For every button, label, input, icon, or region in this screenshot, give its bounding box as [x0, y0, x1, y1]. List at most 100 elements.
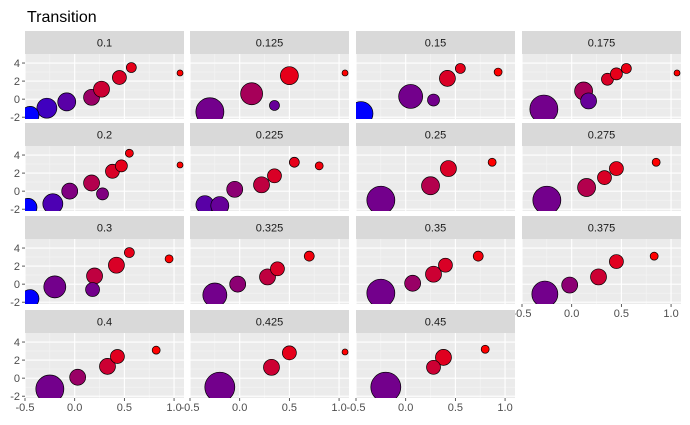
y-tick-label: 0: [14, 279, 20, 291]
facet-panel: 0.1 -2 0 2 4: [10, 31, 184, 124]
data-point: [421, 176, 440, 196]
data-point: [125, 62, 137, 73]
facet-strip-label: 0.275: [588, 130, 616, 142]
data-point: [577, 178, 596, 197]
data-point: [123, 247, 135, 258]
data-point: [649, 251, 659, 261]
data-point: [673, 69, 681, 77]
data-point: [609, 161, 624, 176]
x-tick-label: -0.5: [181, 402, 200, 414]
facet-strip-label: 0.45: [425, 317, 446, 329]
panel-points: [370, 344, 490, 398]
panel-grid: [25, 239, 184, 304]
x-tick-label: 1.0: [331, 402, 346, 414]
data-point: [280, 66, 299, 86]
data-point: [440, 160, 457, 177]
data-point: [124, 148, 134, 158]
facet-strip-label: 0.375: [588, 223, 616, 235]
data-point: [282, 345, 297, 361]
data-point: [366, 185, 396, 211]
x-tick-label: 0.5: [448, 402, 463, 414]
data-point: [609, 254, 624, 269]
panel-points: [204, 345, 349, 398]
y-tick-label: 2: [14, 76, 20, 88]
x-tick-label: -0.5: [347, 402, 366, 414]
data-point: [480, 344, 490, 354]
panel-points: [25, 247, 174, 304]
data-point: [42, 193, 64, 211]
facet-strip-label: 0.2: [97, 130, 112, 142]
facet-strip-label: 0.25: [425, 130, 446, 142]
panel-points: [532, 157, 661, 211]
y-tick-label: -2: [10, 204, 20, 216]
y-tick-label: -2: [10, 112, 20, 124]
data-point: [115, 159, 128, 173]
data-point: [96, 187, 109, 201]
data-point: [472, 250, 484, 262]
data-point: [195, 97, 225, 119]
facet-panel: 0.2 -2 0 2 4: [10, 123, 184, 216]
facet-panel: 0.15: [356, 31, 515, 119]
data-point: [487, 157, 497, 167]
y-tick-label: -2: [10, 391, 20, 403]
panel-points: [195, 156, 324, 211]
x-tick-label: 0.5: [282, 402, 297, 414]
x-tick-label: -0.5: [16, 402, 35, 414]
data-point: [529, 94, 559, 119]
facet-strip-label: 0.225: [256, 130, 284, 142]
facet-strip: [25, 31, 184, 54]
data-point: [204, 371, 236, 398]
panel-points: [25, 148, 184, 211]
panel-points: [366, 250, 484, 304]
panel-background: [356, 54, 515, 119]
facet-panel: 0.175: [522, 31, 681, 119]
panel-points: [529, 63, 681, 119]
facet-strip: [190, 310, 349, 333]
data-point: [61, 182, 79, 200]
facet-panels: 0.1 -2 0 2 4 0.125 0.15 0.175 0.2 -2 0 2 4 0.225 0.25 0…: [10, 31, 681, 414]
panel-points: [202, 250, 315, 304]
y-tick-label: 4: [14, 58, 20, 70]
panel-points: [531, 251, 659, 304]
facet-strip: [25, 216, 184, 239]
facet-strip: [356, 31, 515, 54]
facet-panel: 0.275: [522, 123, 681, 211]
data-point: [590, 268, 607, 286]
y-tick-label: 2: [14, 261, 20, 273]
data-point: [270, 261, 285, 277]
data-point: [263, 358, 280, 376]
panel-grid: [356, 54, 515, 119]
data-point: [151, 345, 161, 355]
data-point: [435, 349, 452, 366]
data-point: [110, 349, 125, 364]
facet-strip-label: 0.35: [425, 223, 446, 235]
data-point: [83, 174, 100, 192]
data-point: [620, 63, 632, 74]
data-point: [314, 161, 324, 171]
data-point: [25, 289, 40, 304]
x-tick-label: 0.5: [614, 308, 629, 320]
data-point: [427, 93, 440, 107]
facet-strip-label: 0.4: [97, 317, 112, 329]
data-point: [303, 250, 315, 262]
data-point: [210, 196, 230, 211]
x-tick-label: 0.5: [117, 402, 132, 414]
facet-strip: [356, 123, 515, 146]
data-point: [597, 170, 612, 185]
data-point: [85, 282, 100, 297]
data-point: [240, 82, 263, 106]
facet-strip-label: 0.175: [588, 38, 616, 50]
y-tick-label: 4: [14, 337, 20, 349]
facet-panel: 0.4 -2 0 2 4 -0.5 0.0 0.5 1.0: [10, 310, 184, 414]
data-point: [35, 374, 65, 398]
data-point: [164, 254, 174, 264]
data-point: [269, 100, 280, 111]
data-point: [532, 185, 562, 211]
facet-panel: 0.425 -0.5 0.0 0.5 1.0: [181, 310, 349, 414]
facet-strip: [356, 310, 515, 333]
x-tick-label: 0.0: [67, 402, 82, 414]
data-point: [57, 92, 77, 112]
y-tick-label: 4: [14, 243, 20, 255]
facet-strip-label: 0.15: [425, 38, 446, 50]
